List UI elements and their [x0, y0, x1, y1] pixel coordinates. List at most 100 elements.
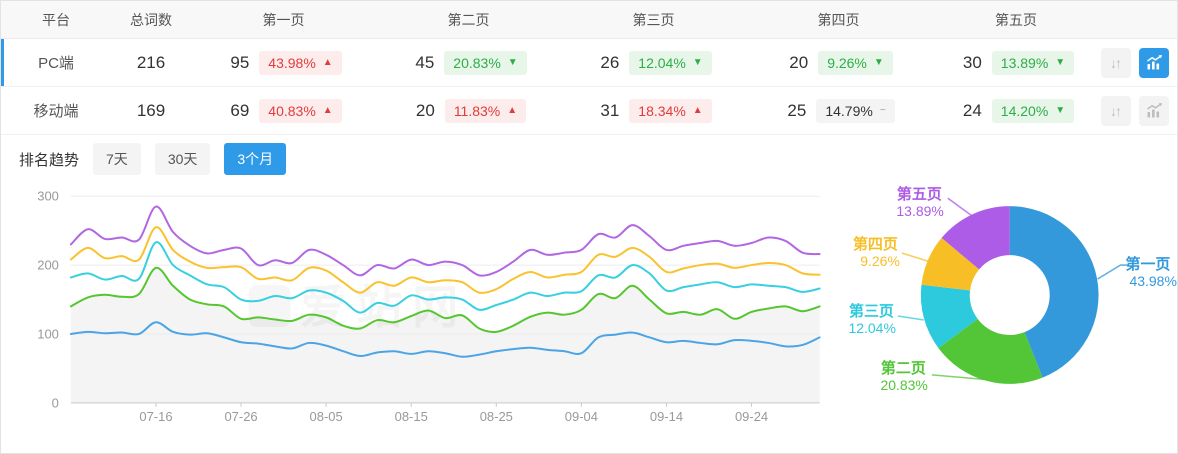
donut-label-line [1096, 264, 1128, 280]
total-count: 169 [136, 100, 166, 120]
table-row[interactable]: PC端 216 95 43.98% ▲ 45 20.83% ▼ 26 12.04% ▼ 20 9.26%… [1, 39, 1177, 87]
change-pct: 12.04% [638, 54, 686, 71]
table-header: 平台 总词数 第一页 第二页 第三页 第四页 第五页 [1, 1, 1177, 39]
arrow-up-icon: ▲ [692, 104, 703, 116]
x-axis-label: 09-04 [565, 409, 598, 424]
sort-arrows-icon: ↓↑ [1110, 102, 1122, 119]
donut-label-name: 第三页 [849, 302, 894, 320]
page-cell: 31 18.34% ▲ [561, 98, 746, 123]
page-cell: 20 11.83% ▲ [376, 98, 561, 123]
page-cell: 25 14.79% − [746, 98, 931, 123]
trend-line[interactable] [69, 241, 821, 314]
col-header-page5: 第五页 [995, 11, 1037, 28]
trend-line[interactable] [69, 321, 821, 358]
change-badge: 14.79% − [816, 98, 895, 123]
y-axis-label: 200 [37, 258, 59, 273]
trend-button[interactable] [1139, 47, 1169, 78]
change-badge: 11.83% ▲ [444, 98, 527, 123]
col-header-page4: 第四页 [817, 11, 860, 28]
change-badge: 12.04% ▼ [629, 50, 712, 75]
page-count: 26 [600, 52, 620, 72]
total-count: 216 [136, 52, 166, 72]
keyword-table-body: PC端 216 95 43.98% ▲ 45 20.83% ▼ 26 12.04% ▼ 20 9.26%… [1, 39, 1177, 135]
page-count: 30 [962, 52, 982, 72]
watermark: 爱站网 [300, 281, 468, 333]
donut-segment[interactable] [938, 318, 1043, 384]
platform-name: PC端 [38, 55, 74, 72]
page-count: 20 [789, 52, 809, 72]
trend-chart-icon [1146, 103, 1162, 118]
donut-label-name: 第一页 [1125, 255, 1170, 273]
donut-segment[interactable] [921, 237, 979, 291]
y-axis-label: 100 [37, 326, 59, 341]
donut-segment[interactable] [920, 284, 978, 349]
minus-icon: − [879, 104, 886, 116]
page-count: 25 [787, 100, 807, 120]
page-cell: 20 9.26% ▼ [746, 50, 931, 75]
page-count: 31 [600, 100, 620, 120]
x-axis-label: 08-05 [310, 409, 343, 424]
range-tab-7days[interactable]: 7天 [93, 143, 141, 175]
page-cell: 69 40.83% ▲ [191, 98, 376, 123]
sort-button[interactable]: ↓↑ [1101, 47, 1131, 78]
page-count: 45 [415, 52, 435, 72]
donut-label-line [901, 252, 928, 262]
sort-arrows-icon: ↓↑ [1110, 54, 1122, 71]
row-actions: ↓↑ [1101, 47, 1177, 78]
trend-chart-icon [1146, 55, 1162, 70]
change-badge: 14.20% ▼ [991, 98, 1075, 123]
trend-section-title: 排名趋势 [19, 151, 80, 169]
donut-label-line [946, 197, 974, 218]
trend-line[interactable] [69, 226, 821, 294]
rank-trend-line-chart[interactable]: 0 100 200 300 07-16 07-26 08-05 08-15 08-25 09-04… [1, 183, 830, 433]
trend-toolbar: 排名趋势 7天 30天 3个月 [1, 135, 1177, 183]
donut-label-name: 第四页 [853, 235, 898, 253]
x-axis-label: 08-15 [395, 409, 428, 424]
x-axis-label: 08-25 [480, 409, 513, 424]
change-badge: 13.89% ▼ [991, 50, 1075, 75]
donut-segment[interactable] [1009, 206, 1099, 378]
change-badge: 43.98% ▲ [259, 50, 342, 75]
change-badge: 40.83% ▲ [259, 98, 342, 123]
change-pct: 13.89% [1000, 54, 1049, 71]
change-pct: 18.34% [638, 102, 686, 119]
trend-button[interactable] [1139, 95, 1169, 126]
donut-label-name: 第二页 [881, 359, 926, 377]
donut-label-line [897, 315, 924, 321]
page-cell: 30 13.89% ▼ [931, 50, 1101, 75]
y-axis-label: 300 [37, 189, 59, 204]
arrow-up-icon: ▲ [507, 104, 518, 116]
donut-label-line [931, 374, 990, 381]
page-count: 24 [962, 100, 982, 120]
donut-label-pct: 9.26% [860, 253, 900, 269]
change-pct: 20.83% [453, 54, 501, 71]
change-pct: 11.83% [453, 102, 501, 119]
range-tab-3months[interactable]: 3个月 [224, 143, 287, 175]
sort-button[interactable]: ↓↑ [1101, 95, 1131, 126]
trend-line[interactable] [69, 205, 821, 277]
page-count: 95 [230, 52, 250, 72]
x-axis-label: 07-26 [224, 409, 257, 424]
donut-label-pct: 20.83% [880, 377, 927, 393]
arrow-up-icon: ▲ [322, 104, 333, 116]
col-header-platform: 平台 [42, 11, 70, 28]
page-cell: 45 20.83% ▼ [376, 50, 561, 75]
page-cell: 24 14.20% ▼ [931, 98, 1101, 123]
page-count: 69 [230, 100, 250, 120]
change-badge: 18.34% ▲ [629, 98, 712, 123]
x-axis-label: 07-16 [139, 409, 172, 424]
donut-segment[interactable] [941, 206, 1010, 270]
page-cell: 26 12.04% ▼ [561, 50, 746, 75]
change-pct: 43.98% [268, 54, 316, 71]
trend-line[interactable] [69, 266, 821, 333]
arrow-down-icon: ▼ [507, 56, 518, 68]
table-row[interactable]: 移动端 169 69 40.83% ▲ 20 11.83% ▲ 31 18.34% ▲ 25 14.79… [1, 87, 1177, 135]
range-tab-30days[interactable]: 30天 [154, 143, 211, 175]
area-fill [70, 267, 820, 403]
col-header-page1: 第一页 [262, 11, 305, 28]
col-header-page2: 第二页 [447, 11, 490, 28]
charts-area: 0 100 200 300 07-16 07-26 08-05 08-15 08-25 09-04… [1, 183, 1177, 433]
arrow-up-icon: ▲ [322, 56, 333, 68]
